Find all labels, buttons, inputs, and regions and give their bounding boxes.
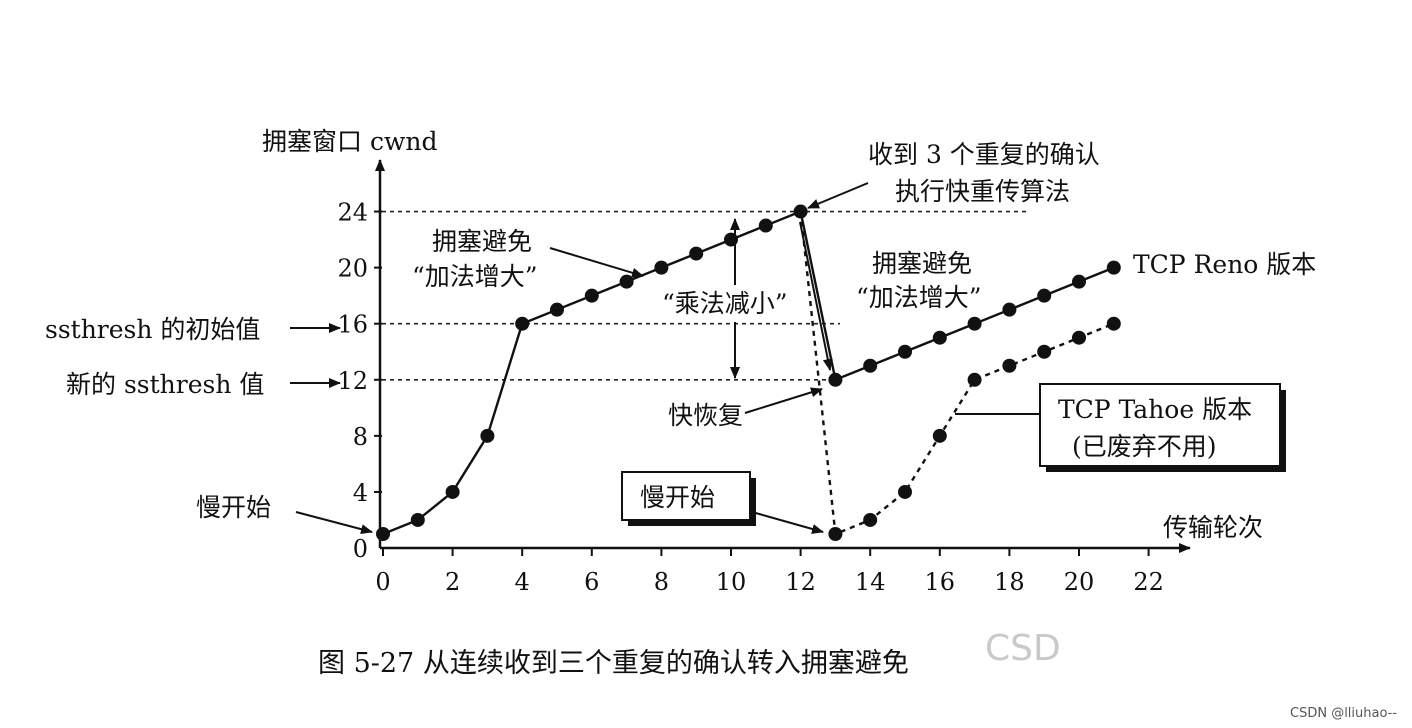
fast-recovery-arrow [744, 387, 823, 414]
y-tick-label: 12 [337, 367, 368, 395]
x-tick-label: 16 [925, 568, 956, 596]
tahoe-point [828, 527, 843, 541]
slow-start-left-label: 慢开始 [196, 493, 271, 522]
tahoe-point [967, 372, 982, 387]
reno-point [654, 260, 669, 275]
ssthresh-new-label: 新的 ssthresh 值 [66, 370, 264, 399]
reno-point [1037, 288, 1052, 303]
tahoe-point [1072, 330, 1086, 345]
dup-ack-arrow [807, 182, 869, 209]
fast-recovery-label: 快恢复 [668, 401, 743, 430]
x-tick-label: 2 [445, 568, 460, 596]
reno-point [1106, 260, 1121, 275]
y-tick-label: 24 [337, 199, 368, 227]
reno-point [689, 246, 704, 261]
x-tick-label: 14 [855, 568, 886, 596]
reno-point [793, 204, 808, 219]
reno-point [1072, 274, 1086, 289]
y-tick-label: 20 [337, 255, 368, 283]
x-tick-label: 22 [1133, 568, 1164, 596]
reno-point [584, 288, 599, 303]
y-axis-title: 拥塞窗口 cwnd [262, 127, 437, 156]
figure-caption: 图 5-27 从连续收到三个重复的确认转入拥塞避免 [318, 648, 909, 679]
tahoe-point [863, 512, 878, 527]
cong-avoid-2-line2: “加法增大” [856, 283, 982, 312]
cong-avoid-1-line2: “加法增大” [412, 262, 538, 291]
tahoe-point [932, 428, 947, 443]
corner-watermark: CSDN @lliuhao-- [1290, 706, 1397, 721]
reno-point [828, 372, 843, 387]
reno-point [898, 344, 912, 359]
y-tick-label: 0 [353, 535, 368, 563]
reno-point [932, 330, 947, 345]
reno-point [758, 218, 773, 233]
x-axis-title: 传输轮次 [1163, 513, 1263, 542]
reno-point [445, 484, 460, 499]
reno-point [376, 527, 390, 541]
reno-point [863, 358, 878, 373]
y-tick-label: 8 [353, 423, 368, 451]
x-tick-label: 18 [994, 568, 1025, 596]
center-watermark: CSD [985, 628, 1061, 669]
slow-start-box [621, 471, 751, 521]
tahoe-point [1002, 358, 1017, 373]
tahoe-point [1037, 344, 1052, 359]
reno-point [550, 302, 564, 317]
x-tick-label: 12 [785, 568, 816, 596]
cong-avoid-1-arrow [549, 247, 644, 278]
y-tick-label: 16 [337, 311, 368, 339]
tahoe-label-line2: (已废弃不用) [1072, 432, 1217, 461]
tahoe-point [1106, 316, 1121, 331]
x-tick-label: 20 [1064, 568, 1095, 596]
y-tick-label: 4 [353, 479, 368, 507]
x-tick-label: 0 [375, 568, 390, 596]
tahoe-series-line [799, 211, 1115, 536]
tahoe-label-box [1039, 383, 1281, 467]
mult-decrease-label: “乘法减小” [662, 289, 788, 318]
reno-series-line [382, 209, 1115, 536]
reno-point [410, 512, 425, 527]
x-tick-label: 8 [654, 568, 669, 596]
dup-ack-line2: 执行快重传算法 [895, 177, 1070, 206]
x-tick-label: 6 [584, 568, 599, 596]
cong-avoid-1-line1: 拥塞避免 [432, 227, 532, 256]
tahoe-label-line1: TCP Tahoe 版本 [1058, 395, 1252, 424]
reno-point [1002, 302, 1017, 317]
fast-retransmit-drop-arrow [799, 221, 833, 371]
reno-point [480, 428, 495, 443]
x-tick-label: 10 [716, 568, 747, 596]
reno-point [515, 316, 530, 331]
slow-start-box-arrow [751, 511, 824, 534]
ssthresh-initial-label: ssthresh 的初始值 [45, 315, 260, 344]
x-tick-label: 4 [515, 568, 530, 596]
reno-point [967, 316, 982, 331]
slow-start-box-label: 慢开始 [640, 483, 715, 512]
slow-start-left-arrow [295, 511, 373, 535]
tahoe-point [898, 484, 912, 499]
dup-ack-line1: 收到 3 个重复的确认 [868, 140, 1100, 169]
reno-point [619, 274, 634, 289]
cong-avoid-2-line1: 拥塞避免 [872, 249, 972, 278]
reno-label: TCP Reno 版本 [1133, 250, 1316, 279]
